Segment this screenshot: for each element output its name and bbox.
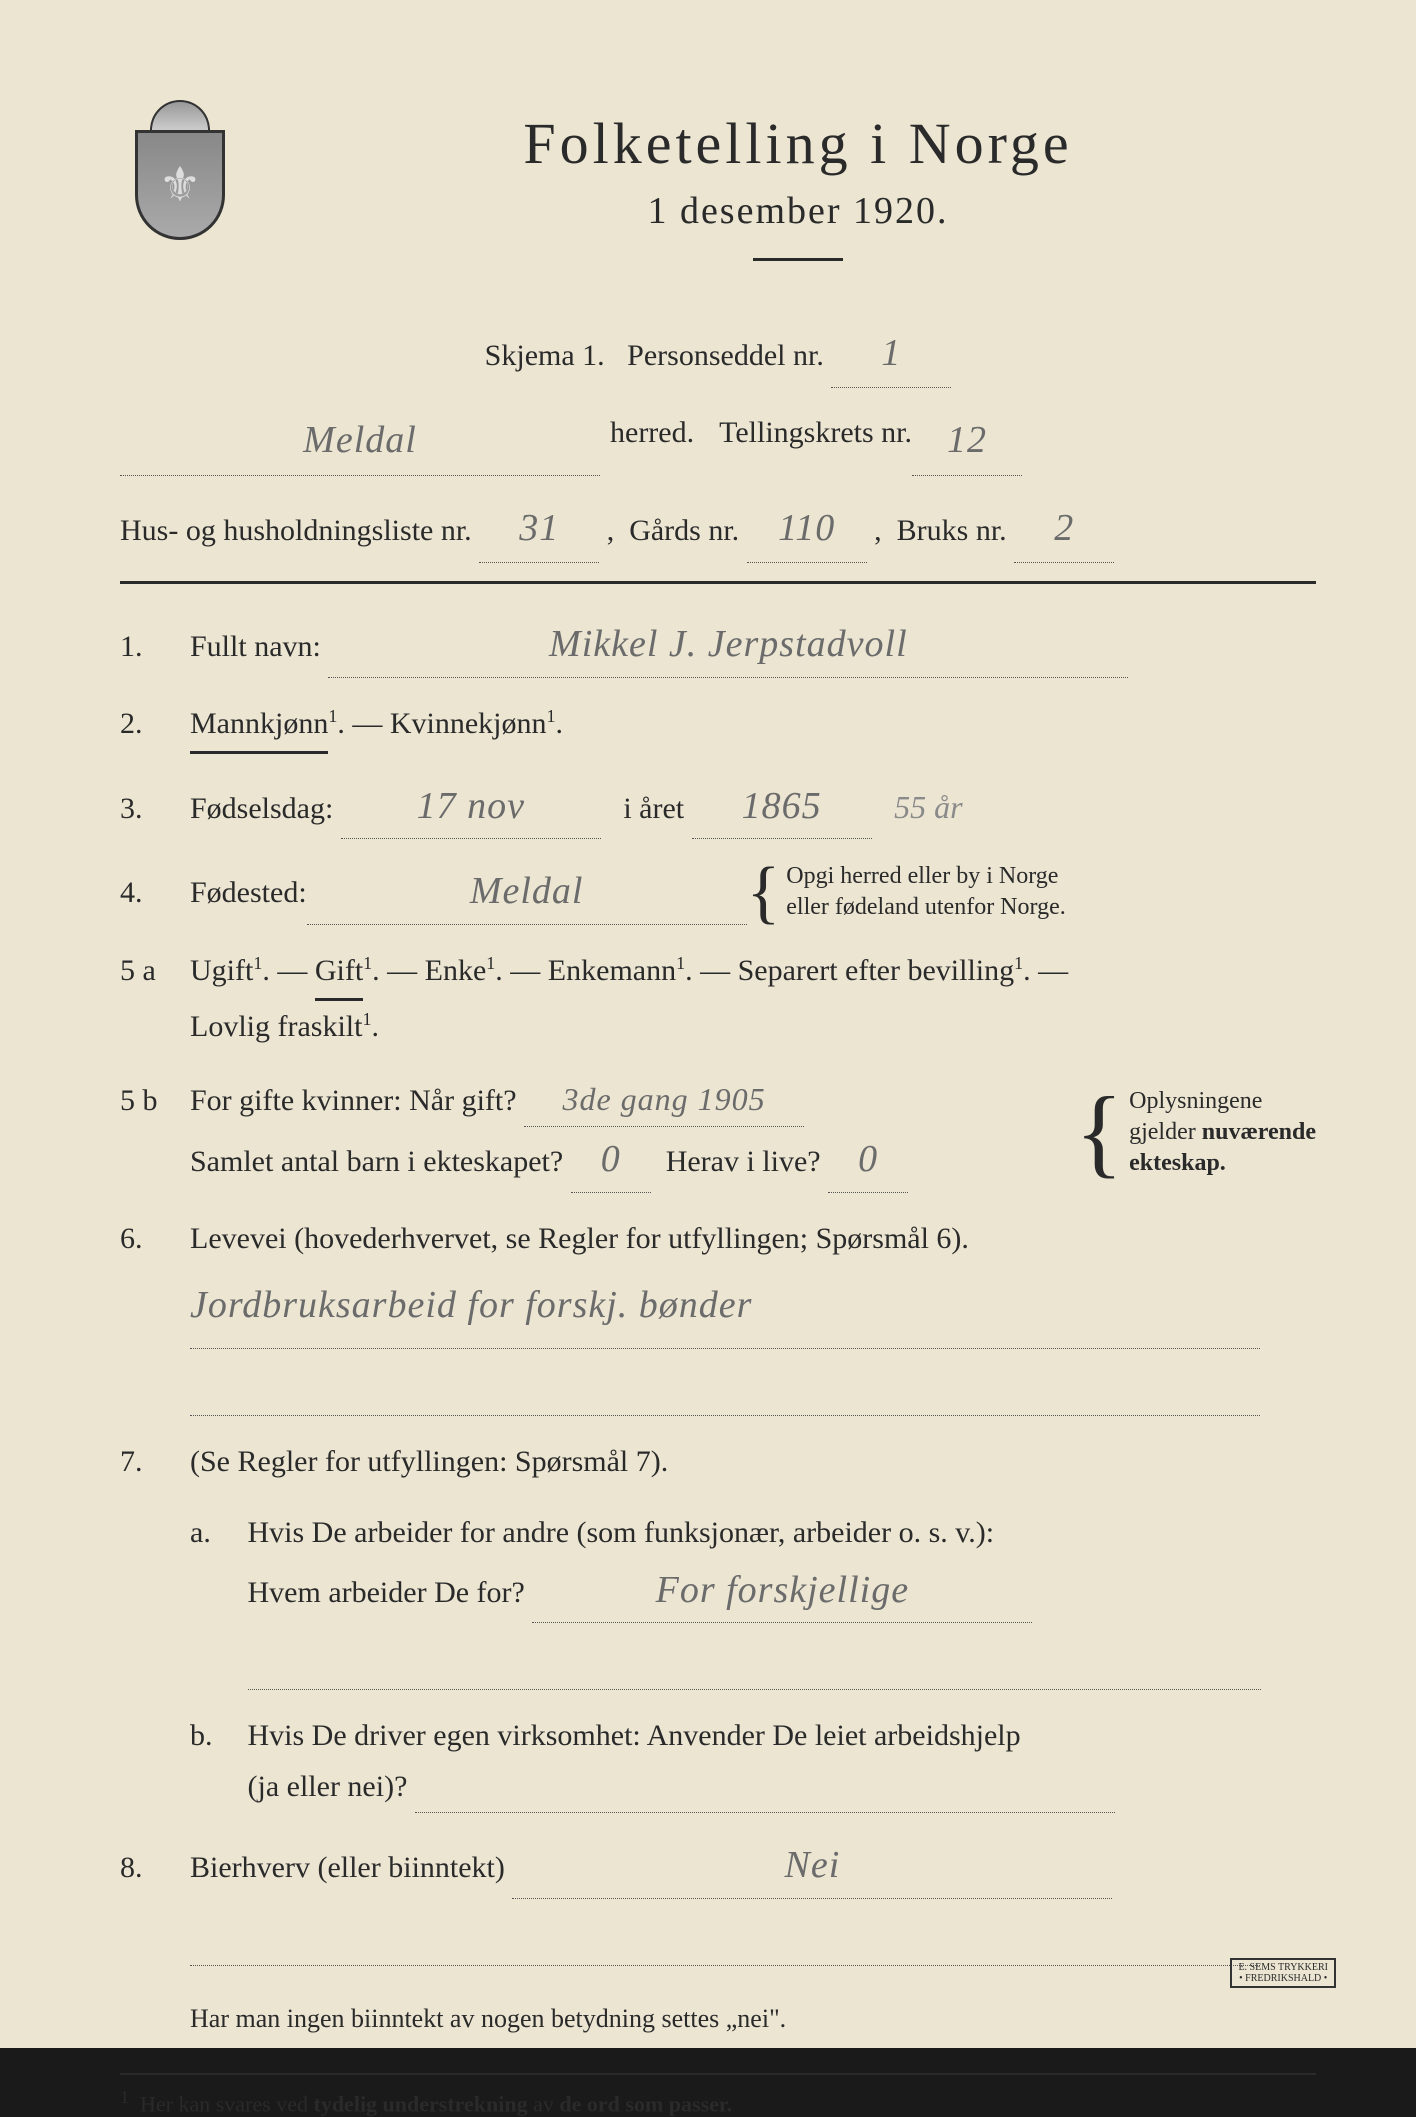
children-total: 0 [571, 1127, 651, 1193]
q4-aside: { Opgi herred eller by i Norge eller fød… [747, 861, 1066, 923]
bruks-nr: 2 [1014, 494, 1114, 563]
q4-row: 4. Fødested: Meldal { Opgi herred eller … [120, 859, 1316, 925]
q7-row: 7. (Se Regler for utfyllingen: Spørsmål … [120, 1436, 1316, 1487]
herred-value: Meldal [120, 406, 600, 475]
printer-mark: E. SEMS TRYKKERI • FREDRIKSHALD • [1230, 1958, 1336, 1988]
header: ⚜ Folketelling i Norge 1 desember 1920. [120, 90, 1316, 301]
age-note: 55 år [894, 789, 962, 825]
section-divider [120, 581, 1316, 584]
census-form-page: ⚜ Folketelling i Norge 1 desember 1920. … [0, 0, 1416, 2048]
title-date: 1 desember 1920. [280, 189, 1316, 233]
q1-row: 1. Fullt navn: Mikkel J. Jerpstadvoll [120, 612, 1316, 678]
coat-of-arms-icon: ⚜ [120, 100, 240, 250]
q5a-row: 5 a Ugift1. — Gift1. — Enke1. — Enkemann… [120, 945, 1316, 1052]
title-divider [753, 258, 843, 261]
birthplace: Meldal [307, 859, 747, 925]
meta-line-2: Meldal herred. Tellingskrets nr. 12 [120, 406, 1316, 475]
gards-nr: 110 [747, 494, 867, 563]
tellingskrets-nr: 12 [912, 406, 1022, 475]
q6-row: 6. Levevei (hovederhvervet, se Regler fo… [120, 1213, 1316, 1416]
husliste-nr: 31 [479, 494, 599, 563]
title-main: Folketelling i Norge [280, 110, 1316, 177]
sex-male-selected: Mannkjønn [190, 698, 328, 754]
birth-day: 17 nov [341, 774, 601, 840]
footnote-divider [120, 2073, 1316, 2075]
secondary-occupation: Nei [512, 1833, 1112, 1899]
q2-row: 2. Mannkjønn1. — Kvinnekjønn1. [120, 698, 1316, 754]
full-name: Mikkel J. Jerpstadvoll [328, 612, 1128, 678]
q5b-aside: { Oplysningene gjelder nuværende ekteska… [1075, 1072, 1316, 1193]
works-for: For forskjellige [532, 1558, 1032, 1624]
birth-year: 1865 [692, 774, 872, 840]
children-alive: 0 [828, 1127, 908, 1193]
meta-line-1: Skjema 1. Personseddel nr. 1 [120, 319, 1316, 388]
q7b-row: b. Hvis De driver egen virksomhet: Anven… [120, 1710, 1316, 1813]
meta-line-3: Hus- og husholdningsliste nr. 31 , Gårds… [120, 494, 1316, 563]
married-when: 3de gang 1905 [524, 1072, 804, 1127]
footer-note: Har man ingen biinntekt av nogen betydni… [120, 1996, 1316, 2043]
personseddel-nr: 1 [831, 319, 951, 388]
occupation: Jordbruksarbeid for forskj. bønder [190, 1264, 1260, 1349]
q3-row: 3. Fødselsdag: 17 nov i året 1865 55 år [120, 774, 1316, 840]
q7a-row: a. Hvis De arbeider for andre (som funks… [120, 1507, 1316, 1691]
q5b-row: 5 b For gifte kvinner: Når gift? 3de gan… [120, 1072, 1316, 1193]
footnote: 1 Her kan svares ved tydelig understrekn… [120, 2087, 1316, 2117]
marital-selected: Gift [315, 945, 363, 1001]
q8-row: 8. Bierhverv (eller biinntekt) Nei [120, 1833, 1316, 1966]
